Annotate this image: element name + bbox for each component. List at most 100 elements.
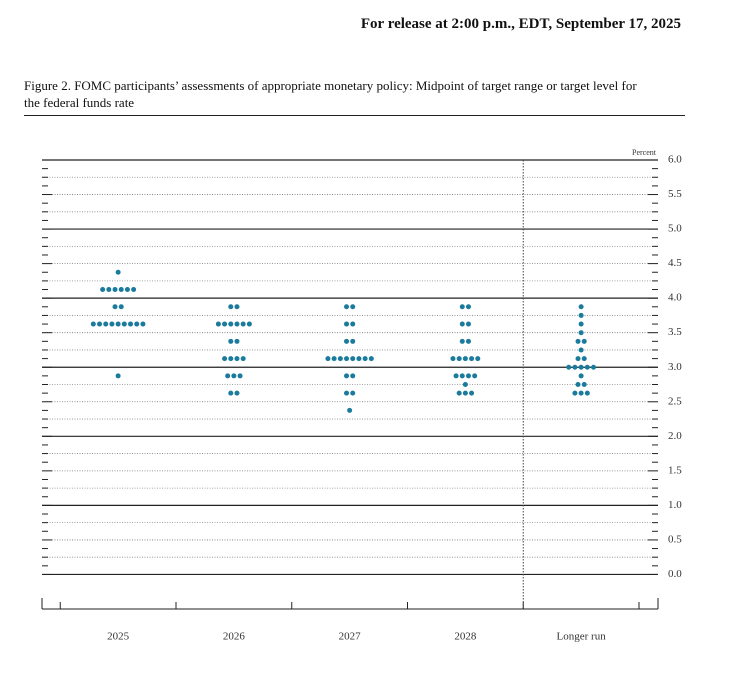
y-tick-label: 5.5 [668, 188, 682, 200]
dot [462, 390, 468, 396]
y-tick-label: 1.5 [668, 464, 682, 476]
dot [344, 390, 350, 396]
dot [356, 356, 362, 362]
dot [112, 287, 118, 293]
y-tick-label: 0.0 [668, 568, 682, 580]
dot [134, 321, 140, 327]
dot [128, 321, 134, 327]
dot [131, 287, 137, 293]
dot [124, 287, 130, 293]
dot [228, 321, 234, 327]
dot [572, 390, 578, 396]
dot [465, 321, 471, 327]
dot [225, 373, 231, 379]
dot [240, 356, 246, 362]
dot [222, 356, 228, 362]
dot [578, 364, 584, 370]
y-axis-label: Percent [632, 148, 657, 157]
dot [350, 338, 356, 344]
dot [578, 304, 584, 310]
dot [578, 312, 584, 318]
dot [115, 321, 121, 327]
y-tick-label: 2.5 [668, 395, 682, 407]
y-tick-label: 2.0 [668, 430, 682, 442]
y-tick-label: 6.0 [668, 154, 682, 166]
dot [344, 338, 350, 344]
dot [344, 321, 350, 327]
dot [578, 330, 584, 336]
dot [362, 356, 368, 362]
dot [100, 287, 106, 293]
dot [109, 321, 115, 327]
dot [572, 364, 578, 370]
dot [350, 356, 356, 362]
dot [337, 356, 343, 362]
x-tick-label: 2028 [454, 631, 477, 643]
dot [472, 373, 478, 379]
dot [234, 304, 240, 310]
dot [222, 321, 228, 327]
dot [234, 321, 240, 327]
x-tick-label: Longer run [557, 631, 607, 643]
dot [469, 390, 475, 396]
dot [581, 338, 587, 344]
dot [228, 390, 234, 396]
release-header: For release at 2:00 p.m., EDT, September… [360, 16, 681, 32]
dot [459, 373, 465, 379]
x-tick-label: 2026 [223, 631, 246, 643]
dot [115, 269, 121, 275]
dot [566, 364, 572, 370]
y-tick-label: 5.0 [668, 223, 682, 235]
dot [591, 364, 597, 370]
dot [118, 304, 124, 310]
dot [575, 382, 581, 387]
dot [97, 321, 103, 327]
dot [465, 304, 471, 310]
dot [578, 347, 584, 353]
dot [459, 338, 465, 344]
dot [347, 407, 353, 413]
y-tick-label: 1.0 [668, 499, 682, 511]
figure-title: Figure 2. FOMC participants’ assessments… [24, 78, 637, 110]
dot [584, 364, 590, 370]
dot [112, 304, 118, 310]
dot [228, 356, 234, 362]
dot [234, 338, 240, 344]
dot [578, 321, 584, 327]
y-tick-label: 4.0 [668, 292, 682, 304]
dot [228, 338, 234, 344]
dot [350, 373, 356, 379]
dot [456, 390, 462, 396]
dot [462, 382, 468, 387]
dot [350, 321, 356, 327]
x-tick-label: 2027 [339, 631, 362, 643]
dot [453, 373, 459, 379]
dot [581, 382, 587, 387]
dot [344, 304, 350, 310]
dot [246, 321, 252, 327]
dot [581, 356, 587, 362]
dot [469, 356, 475, 362]
dot [115, 373, 121, 379]
dot [465, 373, 471, 379]
dot [368, 356, 374, 362]
y-tick-label: 3.0 [668, 361, 682, 373]
y-tick-label: 3.5 [668, 326, 682, 338]
dot [325, 356, 331, 362]
dot [228, 304, 234, 310]
dot [459, 304, 465, 310]
dot [231, 373, 237, 379]
dot [350, 390, 356, 396]
dot [344, 373, 350, 379]
dot [140, 321, 146, 327]
dot [575, 356, 581, 362]
dot [475, 356, 481, 362]
dot [578, 373, 584, 379]
dot [121, 321, 127, 327]
dot [350, 304, 356, 310]
dot [103, 321, 109, 327]
dot [237, 373, 243, 379]
dot [106, 287, 112, 293]
